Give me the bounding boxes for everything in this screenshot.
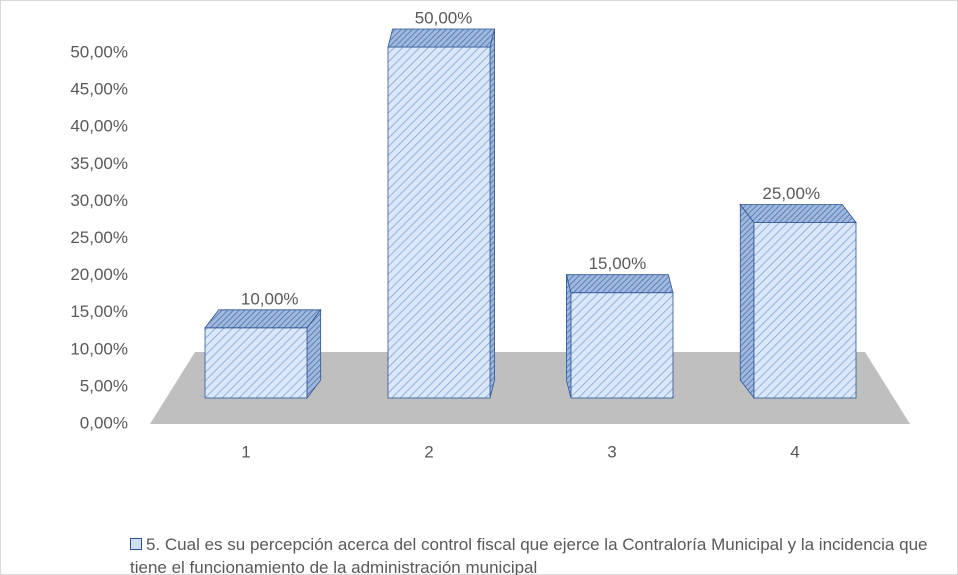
y-tick-label: 10,00% (70, 339, 128, 358)
y-tick-label: 30,00% (70, 191, 128, 210)
data-label: 15,00% (589, 254, 647, 273)
y-tick-label: 40,00% (70, 117, 128, 136)
data-label: 25,00% (762, 184, 820, 203)
bar-front (387, 46, 491, 399)
y-tick-label: 15,00% (70, 302, 128, 321)
x-tick-label: 4 (790, 442, 799, 461)
bar (387, 28, 496, 399)
x-tick-label: 1 (241, 442, 250, 461)
floor (150, 352, 910, 424)
bar-side (566, 274, 572, 399)
bar-side (489, 28, 495, 399)
bar-front (204, 327, 308, 399)
y-tick-label: 0,00% (80, 413, 128, 432)
data-label: 50,00% (415, 8, 473, 27)
x-tick-label: 2 (424, 442, 433, 461)
y-tick-label: 20,00% (70, 265, 128, 284)
bar (565, 274, 674, 399)
bar-front (570, 292, 674, 399)
bar (204, 308, 322, 400)
bar-top (204, 309, 322, 329)
bar-side (739, 203, 755, 400)
x-tick-label: 3 (607, 442, 616, 461)
bar (739, 203, 857, 400)
y-tick-label: 50,00% (70, 42, 128, 61)
bar-top (387, 28, 496, 48)
y-tick-label: 35,00% (70, 154, 128, 173)
legend-label: 5. Cual es su percepción acerca del cont… (130, 535, 928, 575)
legend-swatch (130, 538, 142, 550)
y-tick-label: 45,00% (70, 80, 128, 99)
bar-front (753, 222, 857, 399)
bar-top (565, 274, 674, 294)
data-label: 10,00% (241, 289, 299, 308)
bar-top (739, 204, 857, 223)
y-tick-label: 25,00% (70, 228, 128, 247)
y-tick-label: 5,00% (80, 376, 128, 395)
legend: 5. Cual es su percepción acerca del cont… (130, 533, 930, 575)
